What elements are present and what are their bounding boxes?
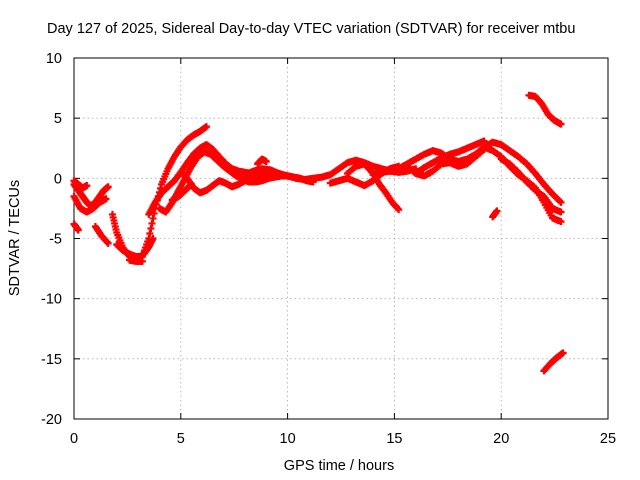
series-trace-3 xyxy=(70,177,91,192)
data-point xyxy=(559,349,567,357)
x-axis-label: GPS time / hours xyxy=(284,458,394,474)
y-tick-label: 5 xyxy=(54,111,62,127)
x-tick-label: 10 xyxy=(280,431,296,447)
data-point xyxy=(557,218,565,226)
data-point xyxy=(83,182,91,190)
series-trace-2 xyxy=(70,192,110,216)
data-point xyxy=(138,257,146,265)
x-tick-label: 20 xyxy=(493,431,509,447)
data-point xyxy=(187,180,195,188)
data-point xyxy=(149,235,157,242)
y-tick-label: 0 xyxy=(54,171,62,187)
series-trace-16 xyxy=(343,160,403,214)
data-point xyxy=(557,120,565,128)
tick-labels: 0 5 10 15 20 25 -20 -15 -10 -5 0 5 10 xyxy=(41,51,616,447)
series-trace-12 xyxy=(168,180,195,204)
series-trace-1 xyxy=(70,180,112,210)
series-trace-7 xyxy=(113,235,157,261)
chart-title: Day 127 of 2025, Sidereal Day-to-day VTE… xyxy=(47,21,575,37)
data-point xyxy=(102,195,110,203)
series-trace-24 xyxy=(540,349,567,375)
series-trace-11 xyxy=(177,168,268,197)
series-trace-9 xyxy=(145,141,287,218)
y-tick-label: -5 xyxy=(49,232,62,248)
data-point xyxy=(74,226,82,234)
x-tick-label: 15 xyxy=(386,431,402,447)
y-tick-label: -15 xyxy=(41,352,62,368)
data-point xyxy=(557,208,565,216)
series-trace-23 xyxy=(525,91,565,128)
y-tick-label: -20 xyxy=(41,412,62,428)
y-tick-label: 10 xyxy=(46,51,62,67)
x-tick-label: 25 xyxy=(600,431,616,447)
data-point xyxy=(104,239,112,247)
y-tick-label: -10 xyxy=(41,292,62,308)
data-points xyxy=(70,91,567,375)
data-point xyxy=(262,157,270,165)
series-trace-8 xyxy=(126,256,146,265)
x-tick-label: 0 xyxy=(70,431,78,447)
data-point xyxy=(395,206,403,214)
series-trace-22 xyxy=(489,207,501,221)
y-axis-label: SDTVAR / TECUs xyxy=(7,180,23,296)
series-trace-5 xyxy=(91,222,112,247)
data-point xyxy=(493,207,501,215)
data-point xyxy=(480,137,488,145)
series-trace-14 xyxy=(254,155,270,168)
series-trace-4 xyxy=(70,220,82,234)
data-point xyxy=(202,123,210,131)
data-point xyxy=(557,198,565,206)
x-tick-label: 5 xyxy=(177,431,185,447)
series-trace-21 xyxy=(497,155,565,216)
data-point xyxy=(104,183,112,191)
series-trace-19 xyxy=(412,137,488,178)
